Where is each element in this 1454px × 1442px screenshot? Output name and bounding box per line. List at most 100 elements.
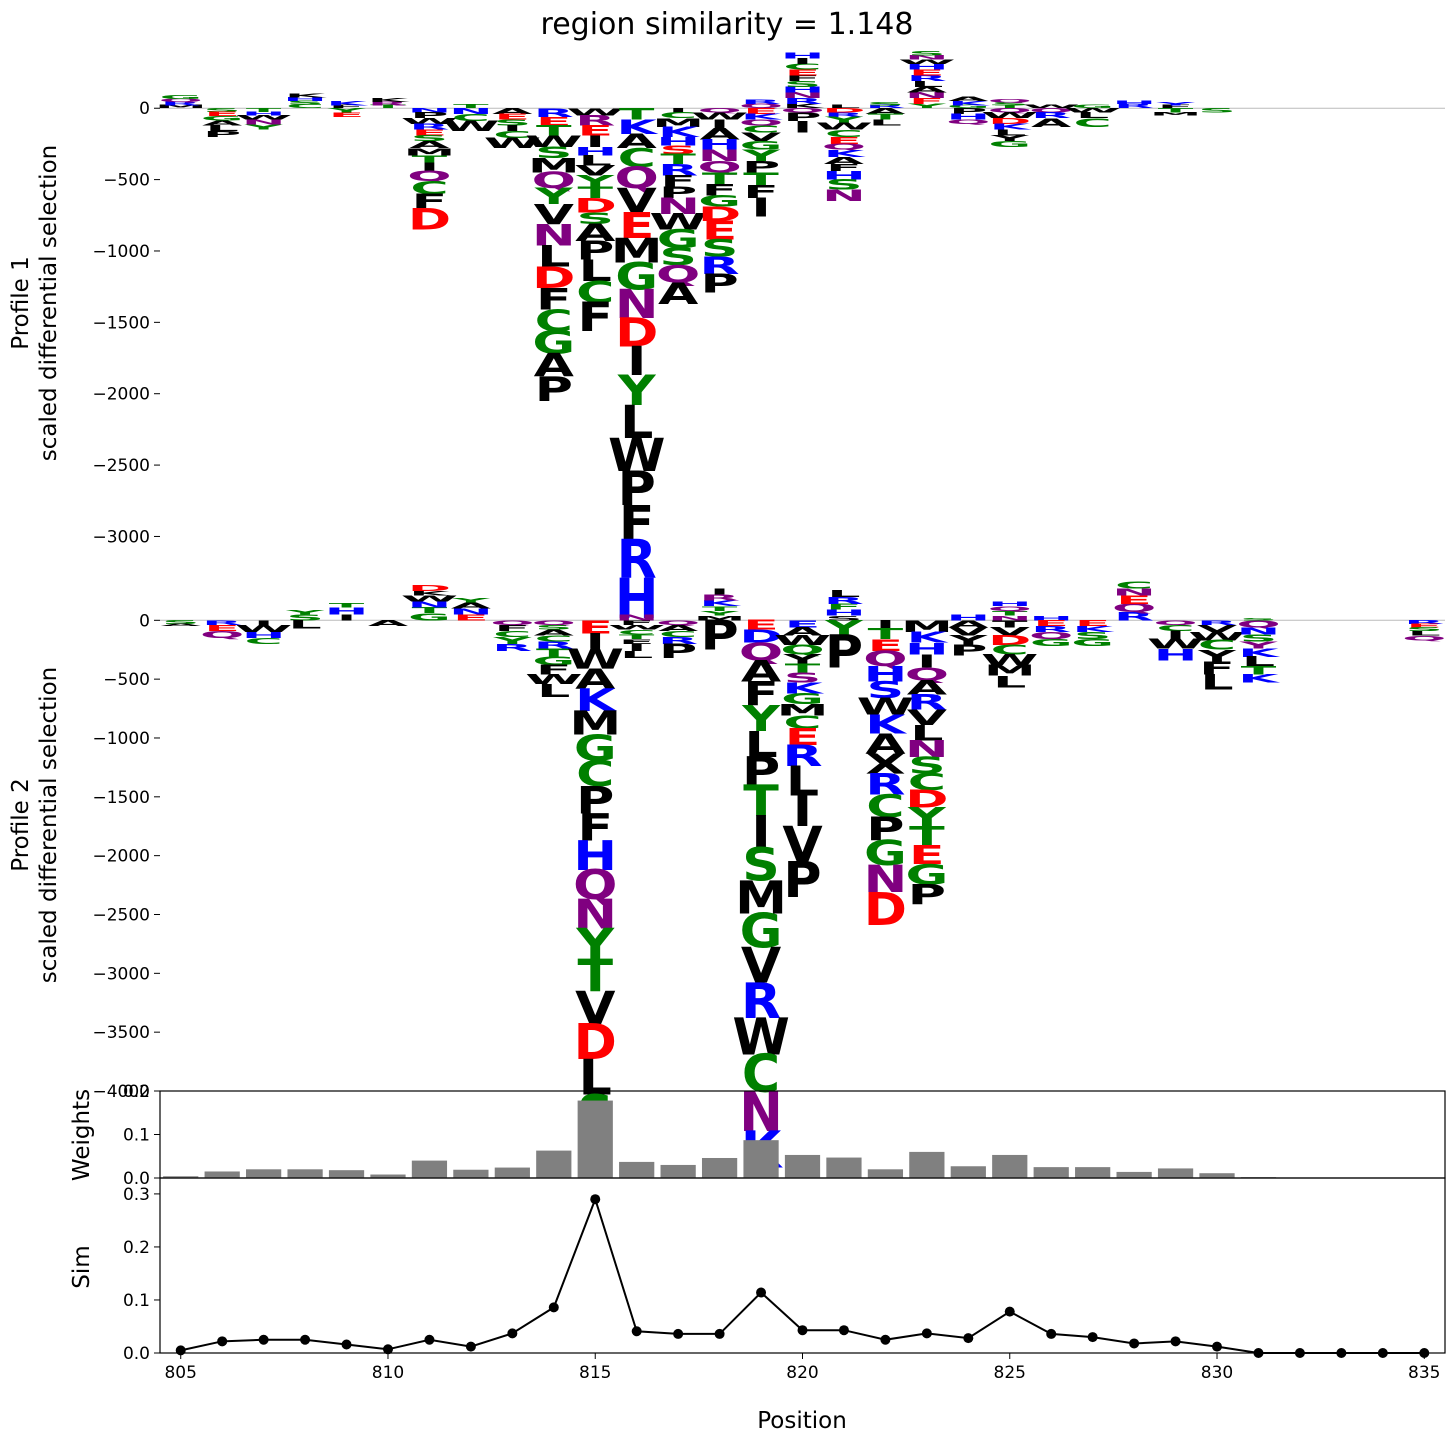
profile2-letter: F: [577, 806, 613, 850]
profile1-y-tick-label: −2000: [92, 385, 150, 405]
profile1-letter: N: [532, 219, 576, 253]
profile1-letter: W: [525, 132, 582, 151]
profile1-letter: A: [824, 155, 864, 167]
weights-bar: [1075, 1167, 1111, 1178]
weights-bar: [826, 1157, 862, 1178]
profile1-letter: G: [657, 224, 700, 254]
weights-ylabel: Weights: [69, 1089, 95, 1181]
profile2-letter: C: [991, 642, 1029, 657]
profile2-letter: D: [905, 785, 948, 814]
profile2-letter: G: [781, 690, 824, 707]
profile1-letter: A: [202, 119, 243, 127]
profile2-letter: N: [449, 607, 493, 617]
profile2-letter: Q: [739, 637, 783, 666]
profile2-logo: SA REQIWHCSYLIHTAGTNWKDENAYQFCYRQSACRTGFW…: [160, 579, 1446, 1180]
profile1-y-tick-label: −500: [103, 171, 150, 191]
weights-bar: [287, 1169, 323, 1178]
weights-bar: [411, 1160, 448, 1178]
profile1-letter: G: [740, 139, 783, 153]
profile1-letter: G: [615, 255, 658, 299]
profile1-letter: Q: [1029, 107, 1073, 114]
profile1-letter: P: [701, 269, 739, 299]
profile1-letter: T: [868, 112, 904, 121]
profile2-letter: F: [495, 623, 531, 633]
weights-bar: [1116, 1171, 1152, 1178]
profile2-letter: S: [1240, 617, 1278, 621]
profile2-letter: W: [774, 633, 831, 648]
profile2-letter: L: [579, 1049, 612, 1106]
profile2-letter: E: [1033, 619, 1069, 629]
sim-point: [1294, 1348, 1305, 1358]
profile1-letter: S: [908, 50, 946, 57]
profile1-letter: W: [484, 135, 541, 151]
profile2-letter: R: [492, 642, 532, 654]
sim-line: [175, 1194, 1430, 1358]
profile1-panel: MRQGSEGALPTHWNYCSHKFKYETRKNPWRESAMTIQCFD…: [8, 50, 1445, 631]
profile1-letter: A: [699, 125, 740, 144]
profile1-ylabel-line1: Profile 1: [8, 256, 34, 349]
sim-point: [1336, 1348, 1347, 1358]
profile2-letter: H: [988, 600, 1032, 608]
profile2-y-tick-label: −2000: [92, 847, 150, 867]
sim-point: [217, 1336, 228, 1347]
profile1-letter: I: [710, 117, 729, 131]
profile2-letter: Y: [451, 597, 492, 605]
profile2-letter: T: [743, 777, 779, 826]
profile2-letter: P: [701, 613, 739, 660]
profile1-letter: F: [702, 181, 738, 200]
profile1-letter: Q: [780, 107, 824, 114]
sim-point: [1004, 1306, 1015, 1317]
profile2-letter: M: [569, 705, 621, 743]
profile1-letter: E: [619, 205, 655, 247]
profile2-letter: A: [368, 619, 409, 629]
profile2-letter: M: [984, 662, 1036, 679]
sim-point: [382, 1344, 393, 1355]
profile1-letter: M: [1150, 112, 1202, 117]
profile2-letter: I: [337, 613, 356, 623]
weights-bar: [536, 1150, 572, 1178]
profile2-letter: Y: [907, 802, 947, 832]
profile1-letter: L: [827, 105, 860, 110]
profile1-y-tick-label: 0: [139, 99, 150, 119]
profile1-letter: E: [909, 68, 945, 77]
profile2-letter: C: [1156, 623, 1194, 633]
profile1-letter: H: [573, 144, 617, 158]
profile2-letter: G: [408, 611, 451, 623]
profile1-letter: C: [659, 111, 697, 120]
weights-bar: [1157, 1168, 1194, 1178]
profile2-letter: F: [1199, 658, 1235, 679]
profile1-letter: C: [493, 129, 531, 141]
profile2-letter: A: [658, 623, 699, 633]
weights-bar: [743, 1140, 779, 1178]
x-tick-label: 835: [1408, 1363, 1440, 1383]
profile2-letter: W: [608, 624, 665, 632]
profile1-letter: R: [741, 98, 781, 105]
profile1-letter: R: [907, 74, 947, 83]
profile2-letter: I: [710, 587, 729, 597]
profile1-letter: G: [988, 139, 1031, 148]
weights-panel: 0.0 0.1 0.2 Weights: [69, 1082, 1446, 1189]
profile2-letter: A: [865, 727, 906, 760]
profile1-letter: R: [700, 251, 740, 279]
profile1-letter: T: [536, 123, 572, 139]
profile1-letter: P: [203, 129, 241, 138]
profile2-letter: D: [739, 627, 782, 648]
profile1-letter: P: [535, 370, 573, 409]
profile1-letter: Q: [822, 142, 866, 151]
profile2-letter: K: [1238, 646, 1281, 659]
profile1-letter: S: [784, 79, 822, 88]
sim-point: [756, 1287, 767, 1298]
profile2-letter: D: [864, 882, 907, 936]
profile1-letter: T: [702, 169, 739, 188]
profile2-y-tick-label: −2500: [92, 905, 150, 925]
profile2-letter: L: [827, 588, 860, 600]
profile2-letter: L: [1200, 671, 1233, 696]
profile2-letter: Q: [490, 619, 534, 627]
profile1-y-tick-label: −3000: [92, 527, 150, 547]
profile1-letter: G: [947, 105, 990, 110]
profile2-letter: I: [876, 618, 895, 631]
profile2-letter: Y: [285, 608, 326, 616]
profile1-letter: Q: [159, 98, 203, 103]
profile1-letter: L: [993, 128, 1026, 137]
profile2-letter: S: [1240, 632, 1278, 644]
